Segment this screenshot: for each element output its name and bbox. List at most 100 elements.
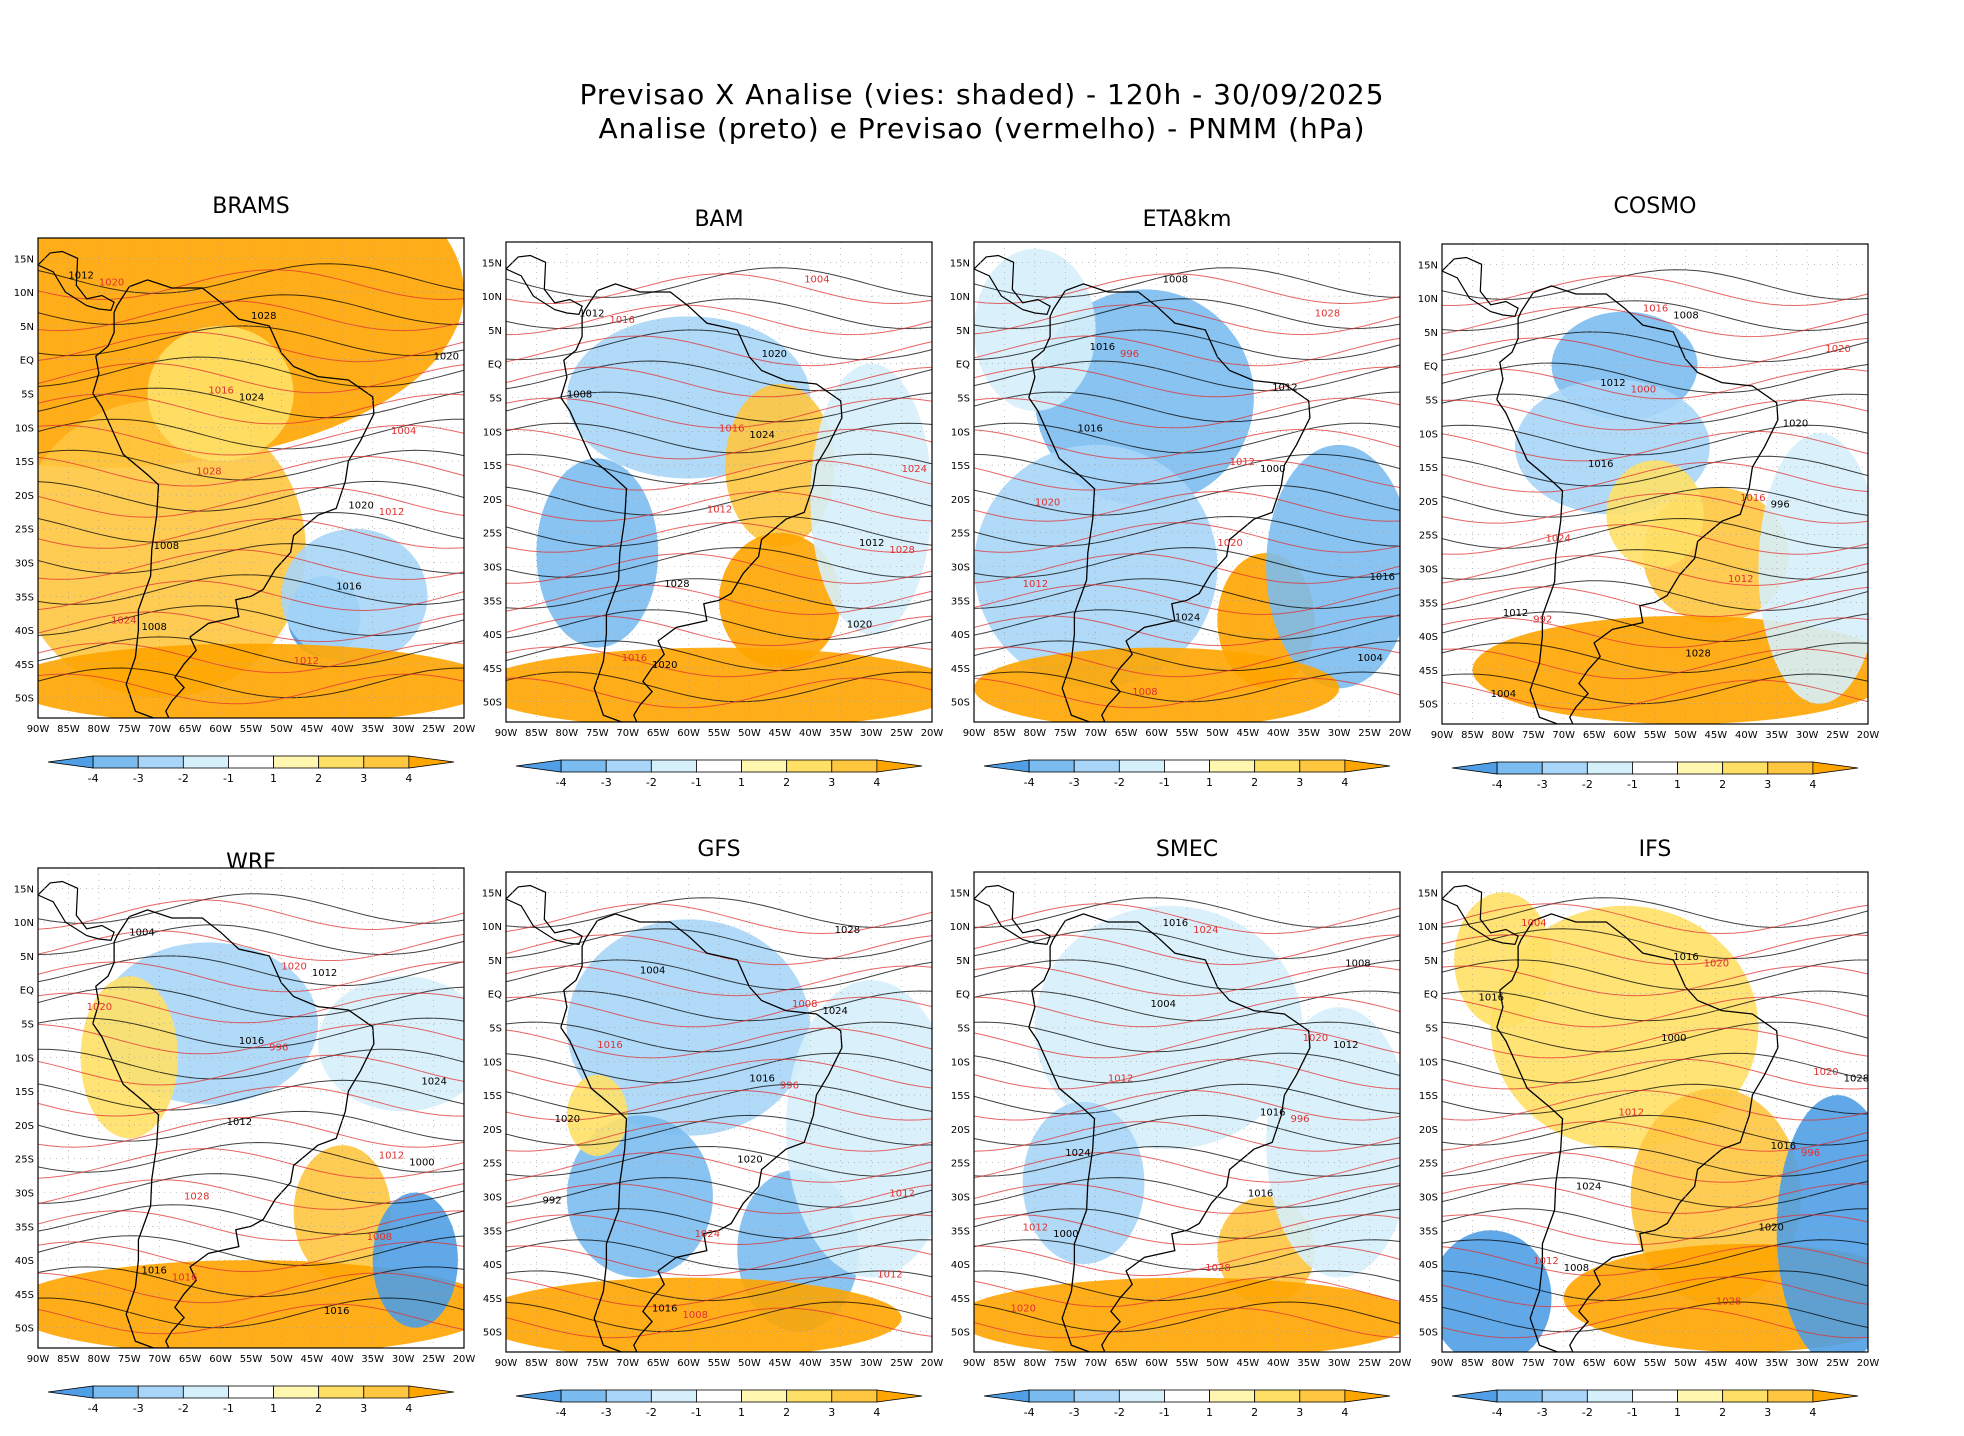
map-frame — [505, 871, 933, 1353]
analysis-isobar — [38, 543, 464, 574]
analysis-isobar — [506, 959, 932, 991]
lat-label: 50S — [951, 698, 970, 709]
analysis-isobar — [506, 897, 932, 928]
colorbar-tick-label: -4 — [1492, 1406, 1503, 1419]
analysis-isobar — [1442, 673, 1868, 705]
colorbar-cell — [408, 1385, 455, 1399]
analysis-isobar — [974, 515, 1400, 547]
lon-label: 85W — [57, 1354, 80, 1365]
lat-label: 35S — [951, 596, 970, 607]
lon-label: 35W — [829, 728, 852, 739]
colorbar-cell — [1254, 1389, 1301, 1403]
analysis-isobar — [1442, 300, 1868, 332]
colorbar-tick-label: 2 — [1251, 776, 1258, 789]
analysis-isobar — [974, 1021, 1400, 1053]
isobar-label: 1016 — [1370, 572, 1395, 583]
colorbar-tick-label: 1 — [270, 1402, 277, 1415]
forecast-isobar — [38, 992, 464, 1024]
colorbar-cell — [1209, 759, 1256, 773]
lat-label: 5S — [21, 1019, 34, 1030]
lat-label: 35S — [483, 1226, 502, 1237]
colorbar-tick-label: 3 — [360, 772, 367, 785]
panel-title: BAM — [694, 207, 744, 232]
isobar-label: 1000 — [1631, 385, 1656, 396]
lat-label: 45S — [951, 1294, 970, 1305]
lat-label: 50S — [1419, 1328, 1438, 1339]
panel-title: ETA8km — [1142, 207, 1232, 232]
lon-label: 50W — [1674, 730, 1697, 741]
bias-shading — [725, 383, 835, 547]
forecast-isobar — [974, 522, 1400, 553]
map-cosmo: 1012 1016 1012 1016 1020 1024 1028 1020 1016 1012… — [1418, 243, 1879, 790]
lon-label: 30W — [1796, 730, 1819, 741]
isobar-label: 1024 — [421, 1076, 446, 1087]
colorbar-cell — [363, 755, 410, 769]
isobar-label: 1012 — [1600, 378, 1625, 389]
forecast-isobar — [1442, 1245, 1868, 1277]
forecast-isobar — [1442, 586, 1868, 618]
analysis-isobar — [38, 1235, 464, 1267]
colorbar-tick-label: -3 — [601, 776, 612, 789]
lon-label: 75W — [586, 728, 609, 739]
analysis-isobar — [506, 1083, 932, 1115]
south-america-outline — [1028, 913, 1311, 1352]
analysis-isobar — [506, 1270, 932, 1302]
analysis-isobar — [506, 484, 932, 516]
lat-label: 50S — [1419, 700, 1438, 711]
lon-label: 40W — [1267, 728, 1290, 739]
panel-wrf: WRF 1016 1012 1016 1020 1024 1028 1016 1020 1012… — [0, 820, 480, 1420]
forecast-isobar — [1442, 275, 1868, 307]
lon-label: 20W — [453, 724, 476, 735]
isobar-label: 1004 — [1357, 653, 1382, 664]
forecast-isobar — [506, 965, 932, 997]
analysis-isobar — [1442, 455, 1868, 487]
analysis-isobar — [974, 1177, 1400, 1208]
isobar-label: 1012 — [1503, 608, 1528, 619]
lon-label: 40W — [799, 1358, 822, 1369]
isobar-label: 1020 — [1813, 1067, 1838, 1078]
lon-label: 55W — [1644, 730, 1667, 741]
isobar-label: 1024 — [902, 464, 927, 475]
lon-label: 40W — [331, 724, 354, 735]
lat-label: 15S — [483, 461, 502, 472]
map-frame — [1441, 871, 1869, 1353]
lon-label: 65W — [179, 724, 202, 735]
forecast-isobar — [974, 304, 1400, 336]
lat-label: 35S — [15, 592, 34, 603]
colorbar-cell — [1299, 1389, 1346, 1403]
colorbar-cell — [1541, 1389, 1588, 1403]
analysis-isobar — [38, 511, 464, 543]
lon-label: 25W — [1826, 730, 1849, 741]
map-ifs: 1016 1012 1016 1020 1024 1028 1016 1012 1020 1004… — [1418, 871, 1879, 1419]
isobar-label: 1028 — [1716, 1297, 1741, 1308]
lon-label: 55W — [1176, 1358, 1199, 1369]
isobar-label: 1004 — [1150, 999, 1175, 1010]
colorbar-tick-label: 1 — [1674, 778, 1681, 790]
analysis-isobar — [38, 893, 464, 924]
analysis-isobar — [1442, 362, 1868, 394]
isobar-label: 1016 — [324, 1306, 349, 1317]
isobar-label: 1012 — [1230, 457, 1255, 468]
isobar-label: 1008 — [1345, 959, 1370, 970]
lon-label: 50W — [270, 1354, 293, 1365]
colorbar-tick-label: -3 — [133, 772, 144, 785]
lat-label: 25S — [15, 525, 34, 536]
isobar-label: 1020 — [87, 1002, 112, 1013]
forecast-isobar — [974, 459, 1400, 491]
lon-label: 30W — [1328, 1358, 1351, 1369]
isobar-label: 1028 — [889, 545, 914, 556]
lon-label: 50W — [738, 728, 761, 739]
lon-label: 25W — [1826, 1358, 1849, 1369]
lon-label: 90W — [27, 724, 50, 735]
forecast-isobar — [974, 1058, 1400, 1090]
isobar-label: 1012 — [227, 1117, 252, 1128]
colorbar-tick-label: -2 — [1114, 1406, 1125, 1419]
colorbar-tick-label: 3 — [828, 1406, 835, 1419]
lat-label: 20S — [1419, 497, 1438, 508]
analysis-isobar — [506, 298, 932, 330]
isobar-label: 1000 — [1053, 1229, 1078, 1240]
lat-label: EQ — [1424, 990, 1438, 1001]
lat-label: 25S — [483, 529, 502, 540]
map-gfs: 1016 1012 1016 1008 1020 1024 1028 1016 1020 1012… — [482, 871, 943, 1419]
isobar-label: 1008 — [1673, 310, 1698, 321]
